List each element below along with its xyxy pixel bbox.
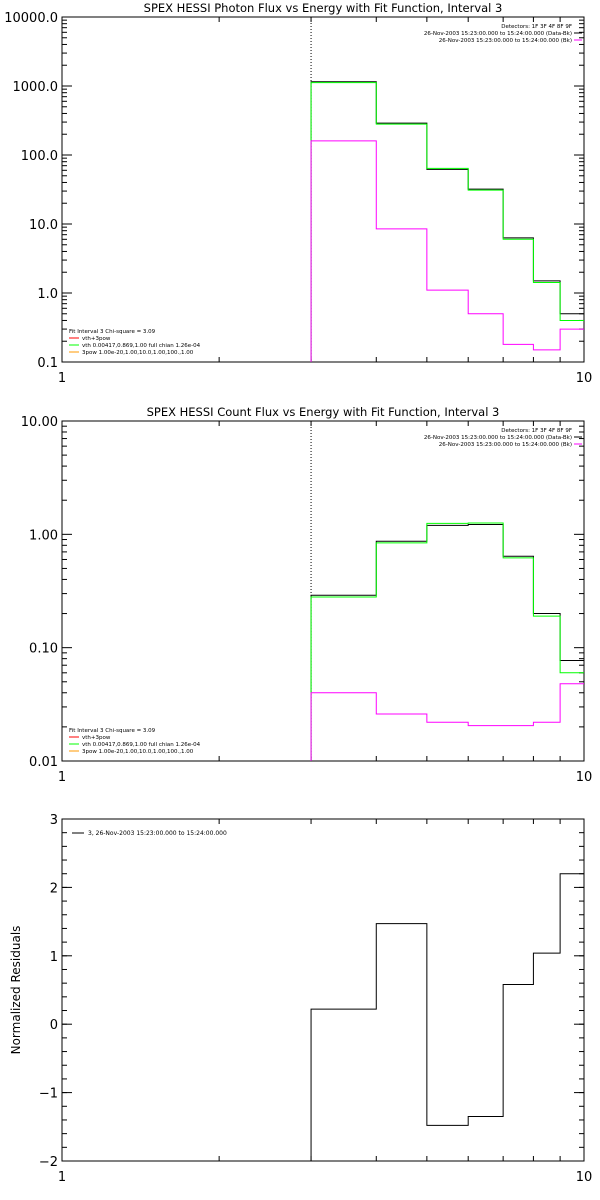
legend-right-line: 26-Nov-2003 15:23:00.000 to 15:24:00.000…	[424, 435, 572, 441]
y-axis: 0.1 1.0 10.0 100.0 1000.0 10000.0	[4, 11, 584, 371]
legend-left: Fit Interval 3 Chi-square = 3.09vth+3pow…	[69, 329, 201, 356]
legend-left-line: vth 0.00417,0.869,1.00 full chian 1.26e-…	[82, 742, 201, 748]
residuals-panel: Normalized Residuals 1 10 −2 −1 0 1 2 3 3, 26-Nov…	[9, 813, 592, 1185]
series-green-histogram	[310, 522, 584, 761]
legend-left: Fit Interval 3 Chi-square = 3.09vth+3pow…	[69, 728, 201, 755]
legend-left-line: vth+3pow	[82, 735, 111, 741]
legend-right-line: Detectors: 1F 3F 4F 8F 9F	[501, 428, 572, 434]
legend-left-line: 3pow 1.00e-20,1.00,10.0,1.00,100.,1.00	[82, 749, 194, 755]
y-tick-label: 1.00	[29, 528, 58, 543]
series-black-histogram	[310, 524, 584, 761]
legend-left-line: vth+3pow	[82, 336, 111, 342]
legend-left-line: Fit Interval 3 Chi-square = 3.09	[69, 329, 156, 335]
y-tick-label: 1.0	[37, 287, 58, 302]
y-tick-label: 0.1	[37, 356, 58, 371]
y-tick-label: 100.0	[21, 149, 58, 164]
y-tick-label: −2	[39, 1155, 58, 1170]
y-tick-label: 10.0	[29, 218, 58, 233]
series-green-histogram	[310, 82, 584, 362]
x-tick-label: 1	[58, 1170, 66, 1185]
y-tick-label: 1000.0	[13, 80, 59, 95]
legend-right-line: 26-Nov-2003 15:23:00.000 to 15:24:00.000…	[439, 442, 572, 448]
y-axis-label: Normalized Residuals	[9, 926, 23, 1055]
chart-title: SPEX HESSI Count Flux vs Energy with Fit…	[147, 405, 500, 419]
y-tick-label: 10.00	[21, 415, 58, 430]
y-tick-label: 1	[50, 950, 58, 965]
x-tick-label: 10	[576, 1170, 593, 1185]
x-tick-label: 10	[576, 371, 593, 386]
x-axis: 1 10	[58, 819, 592, 1185]
series-magenta-histogram	[310, 683, 584, 761]
plot-frame	[61, 16, 585, 363]
legend-left-line: vth 0.00417,0.869,1.00 full chian 1.26e-…	[82, 343, 201, 349]
y-axis: −2 −1 0 1 2 3	[39, 813, 584, 1170]
y-tick-label: −1	[39, 1087, 58, 1102]
y-axis: 0.01 0.10 1.00 10.00	[21, 415, 584, 770]
y-tick-label: 3	[50, 813, 58, 828]
legend-top: 3, 26-Nov-2003 15:23:00.000 to 15:24:00.…	[72, 830, 227, 837]
legend-top-line: 3, 26-Nov-2003 15:23:00.000 to 15:24:00.…	[88, 830, 227, 837]
x-tick-label: 10	[576, 770, 593, 785]
legend-right-line: Detectors: 1F 3F 4F 8F 9F	[501, 24, 572, 30]
x-tick-label: 1	[58, 770, 66, 785]
photon-flux-panel: SPEX HESSI Photon Flux vs Energy with Fi…	[4, 1, 592, 386]
y-tick-label: 0.10	[29, 642, 58, 657]
x-tick-label: 1	[58, 371, 66, 386]
legend-left-line: Fit Interval 3 Chi-square = 3.09	[69, 728, 156, 734]
legend-right-line: 26-Nov-2003 15:23:00.000 to 15:24:00.000…	[424, 31, 572, 37]
y-tick-label: 0.01	[29, 755, 58, 770]
series-black-histogram	[310, 873, 584, 1161]
plot-frame	[61, 420, 585, 762]
legend-left-line: 3pow 1.00e-20,1.00,10.0,1.00,100.,1.00	[82, 350, 194, 356]
x-axis: 1 10	[58, 17, 592, 386]
count-flux-panel: SPEX HESSI Count Flux vs Energy with Fit…	[21, 405, 592, 785]
series-black-histogram	[310, 81, 584, 362]
series-magenta-histogram	[310, 140, 584, 362]
legend-right-line: 26-Nov-2003 15:23:00.000 to 15:24:00.000…	[439, 38, 572, 44]
y-tick-label: 0	[50, 1018, 58, 1033]
y-tick-label: 2	[50, 881, 58, 896]
plot-frame	[61, 818, 585, 1162]
chart-title: SPEX HESSI Photon Flux vs Energy with Fi…	[144, 1, 503, 15]
y-tick-label: 10000.0	[4, 11, 58, 26]
